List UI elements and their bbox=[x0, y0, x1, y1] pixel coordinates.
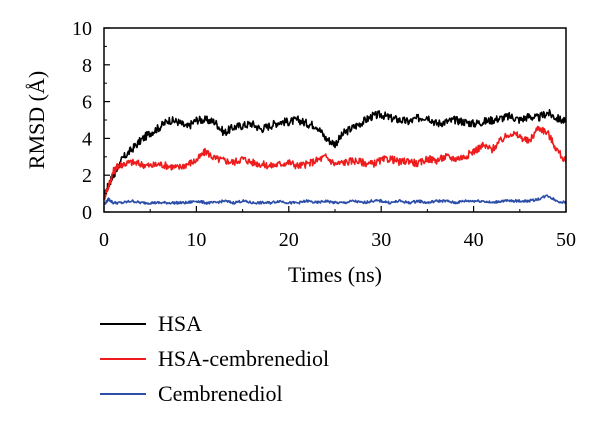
series-line-hsa bbox=[103, 109, 567, 200]
x-tick-label: 40 bbox=[464, 229, 484, 251]
series-line-hsa-cembrenediol bbox=[103, 125, 567, 201]
x-tick-label: 20 bbox=[279, 229, 299, 251]
x-tick-label: 0 bbox=[99, 229, 109, 251]
y-tick-label: 2 bbox=[82, 165, 92, 187]
y-tick-label: 0 bbox=[82, 202, 92, 224]
legend-label: Cembrenediol bbox=[158, 381, 283, 406]
x-tick-label: 30 bbox=[371, 229, 391, 251]
y-tick-label: 4 bbox=[82, 128, 92, 150]
x-axis-title: Times (ns) bbox=[288, 262, 382, 287]
legend-label: HSA-cembrenediol bbox=[158, 346, 329, 371]
x-tick-label: 50 bbox=[556, 229, 576, 251]
legend: HSA HSA-cembrenediol Cembrenediol bbox=[100, 311, 329, 406]
series-line-cembrenediol bbox=[103, 194, 567, 206]
legend-label: HSA bbox=[158, 311, 202, 336]
tick-layer: 0 10 20 30 40 50 0 2 4 6 8 10 bbox=[72, 18, 576, 251]
series-layer bbox=[103, 109, 567, 206]
x-tick-label: 10 bbox=[186, 229, 206, 251]
y-tick-label: 6 bbox=[82, 92, 92, 114]
y-tick-label: 8 bbox=[82, 55, 92, 77]
y-axis-title: RMSD (Å) bbox=[24, 71, 49, 169]
y-tick-label: 10 bbox=[72, 18, 92, 40]
